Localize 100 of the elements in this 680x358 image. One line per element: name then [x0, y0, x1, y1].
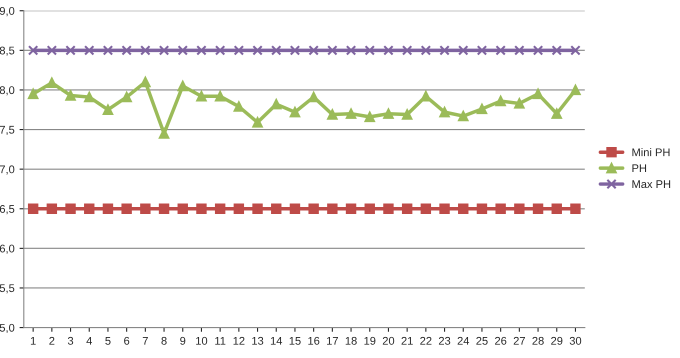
point [552, 45, 562, 56]
point [420, 91, 432, 102]
point [476, 45, 488, 56]
point [327, 45, 338, 56]
x-tick-label: 19 [364, 336, 376, 345]
point [252, 117, 263, 128]
x-tick-label: 21 [402, 336, 413, 345]
point [458, 204, 468, 214]
x-tick-label: 25 [476, 336, 488, 345]
point [308, 45, 319, 56]
point [532, 45, 544, 56]
point [271, 204, 282, 214]
x-tick-label: 9 [180, 336, 186, 345]
point [364, 45, 375, 56]
x-tick-label: 8 [161, 336, 167, 345]
x-tick-label: 3 [68, 336, 74, 345]
x-tick-label: 29 [551, 336, 562, 345]
point [158, 45, 170, 56]
point [65, 45, 76, 56]
y-tick-label: 7,5 [0, 126, 14, 135]
point [495, 96, 506, 106]
point [271, 98, 282, 110]
point [402, 204, 412, 214]
y-tick-label: 5,0 [0, 324, 14, 334]
point [532, 204, 544, 214]
point [383, 204, 394, 214]
x-tick-label: 2 [49, 336, 54, 345]
point [476, 104, 488, 114]
y-tick-label: 8,5 [0, 46, 14, 56]
x-tick-label: 6 [124, 336, 130, 345]
y-tick-label: 6,0 [0, 244, 14, 254]
point [214, 45, 226, 56]
y-tick-label: 6,5 [0, 205, 14, 214]
point [290, 204, 300, 214]
point [570, 45, 581, 56]
point [84, 204, 94, 214]
x-tick-label: 22 [420, 336, 432, 345]
point [178, 204, 188, 214]
x-tick-label: 4 [86, 337, 92, 345]
point [532, 88, 544, 100]
x-tick-label: 30 [570, 336, 582, 345]
y-tick-label: 7,0 [0, 165, 14, 175]
point [28, 45, 38, 56]
point [271, 45, 282, 56]
point [308, 204, 319, 214]
point [46, 78, 58, 88]
x-tick-label: 26 [495, 336, 506, 345]
point [420, 204, 432, 214]
point [346, 204, 356, 214]
legend-label: Max PH [632, 180, 670, 188]
point [196, 204, 207, 214]
point [234, 101, 244, 112]
point [458, 45, 468, 56]
x-tick-label: 10 [196, 336, 208, 345]
x-tick-label: 17 [327, 337, 338, 345]
x-tick-label: 18 [346, 336, 357, 345]
x-tick-label: 24 [458, 336, 470, 345]
point [420, 45, 432, 56]
point [84, 92, 94, 102]
point [458, 110, 468, 122]
point [121, 92, 132, 102]
point [46, 204, 58, 214]
point [102, 104, 114, 115]
point [346, 108, 356, 119]
point [234, 204, 244, 214]
point [514, 204, 525, 214]
point [570, 84, 581, 96]
point [402, 45, 412, 56]
point [552, 204, 562, 214]
point [327, 109, 338, 120]
legend-label: Mini PH [632, 148, 670, 156]
point [84, 45, 94, 56]
point [140, 76, 151, 88]
point [439, 106, 450, 118]
point [439, 45, 450, 56]
x-tick-label: 27 [514, 336, 525, 345]
point [158, 204, 170, 214]
point [214, 204, 226, 214]
y-tick-label: 9,0 [0, 7, 14, 16]
point [140, 45, 151, 56]
x-tick-label: 13 [252, 336, 264, 345]
x-tick-label: 15 [290, 337, 301, 345]
point [196, 91, 207, 102]
point [495, 45, 506, 56]
x-tick-label: 5 [105, 337, 111, 345]
point [290, 106, 300, 118]
point [121, 204, 132, 214]
point [383, 108, 394, 119]
point [65, 90, 76, 101]
x-tick-label: 11 [215, 337, 226, 345]
y-tick-label: 5,5 [0, 284, 14, 294]
point [102, 204, 114, 214]
point [178, 80, 188, 92]
x-tick-label: 28 [532, 336, 544, 345]
x-tick-label: 20 [382, 336, 394, 345]
point [178, 45, 188, 56]
point [196, 45, 207, 56]
point [439, 204, 450, 214]
point [570, 204, 581, 214]
point [28, 204, 38, 214]
